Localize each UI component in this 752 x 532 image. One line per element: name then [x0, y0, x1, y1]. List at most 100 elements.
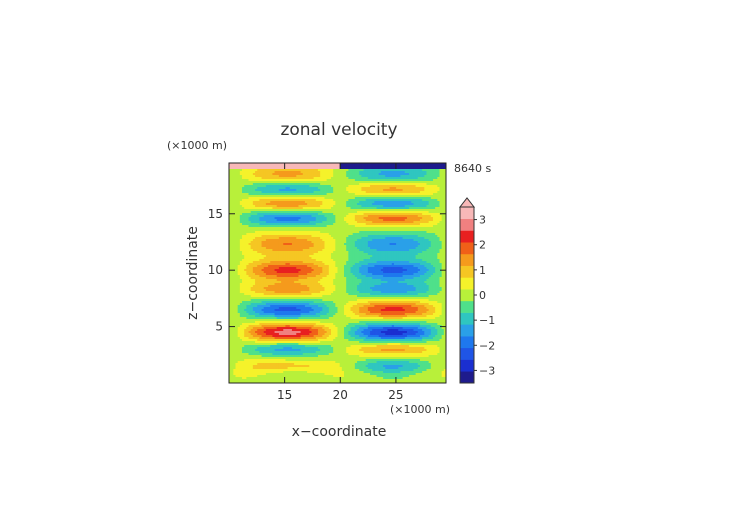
field-cell — [296, 203, 299, 206]
field-cell — [229, 163, 232, 166]
field-cell — [419, 209, 423, 212]
field-cell — [244, 201, 247, 204]
field-cell — [255, 259, 258, 262]
field-cell — [348, 219, 351, 222]
field-cell — [435, 163, 438, 166]
field-cell — [274, 215, 278, 218]
field-cell — [317, 187, 321, 190]
field-cell — [376, 255, 380, 258]
field-cell — [255, 187, 258, 190]
field-cell — [233, 239, 236, 242]
field-cell — [350, 203, 354, 206]
field-cell — [400, 185, 403, 188]
field-cell — [335, 183, 338, 186]
field-cell — [339, 253, 343, 256]
field-cell — [309, 201, 312, 204]
field-cell — [333, 213, 336, 216]
field-cell — [330, 251, 334, 254]
field-cell — [324, 191, 328, 194]
field-cell — [283, 239, 286, 242]
field-cell — [344, 245, 347, 248]
field-cell — [350, 167, 354, 170]
field-cell — [261, 251, 265, 254]
field-cell — [430, 183, 434, 186]
field-cell — [274, 203, 278, 206]
field-cell — [387, 243, 390, 246]
field-cell — [365, 241, 369, 244]
field-cell — [365, 231, 369, 234]
field-cell — [229, 185, 232, 188]
field-cell — [378, 215, 382, 218]
field-cell — [244, 221, 247, 224]
field-cell — [361, 253, 364, 256]
field-cell — [441, 257, 445, 260]
field-cell — [300, 211, 304, 214]
field-cell — [229, 199, 232, 202]
field-cell — [389, 247, 393, 250]
field-cell — [330, 253, 334, 256]
field-cell — [396, 197, 399, 200]
field-cell — [239, 247, 243, 250]
field-cell — [391, 173, 395, 176]
field-cell — [417, 223, 421, 226]
field-cell — [426, 207, 430, 210]
field-cell — [352, 255, 356, 258]
field-cell — [404, 231, 408, 234]
field-cell — [411, 221, 414, 224]
field-cell — [296, 171, 299, 174]
field-cell — [304, 245, 308, 248]
field-cell — [393, 191, 397, 194]
field-cell — [422, 211, 425, 214]
field-cell — [409, 179, 412, 182]
field-cell — [404, 219, 408, 222]
field-cell — [370, 197, 373, 200]
field-cell — [344, 233, 347, 236]
field-cell — [435, 243, 438, 246]
field-cell — [404, 233, 408, 236]
field-cell — [426, 221, 430, 224]
field-cell — [404, 247, 408, 250]
field-cell — [315, 221, 319, 224]
field-cell — [276, 253, 280, 256]
field-cell — [357, 251, 360, 254]
field-cell — [367, 211, 371, 214]
field-cell — [354, 213, 358, 216]
field-cell — [252, 249, 256, 252]
field-cell — [380, 213, 384, 216]
field-cell — [283, 179, 286, 182]
field-cell — [335, 231, 338, 234]
field-cell — [370, 201, 373, 204]
field-cell — [383, 243, 386, 246]
field-cell — [298, 227, 302, 230]
field-cell — [309, 163, 312, 166]
field-cell — [422, 219, 425, 222]
field-cell — [426, 187, 430, 190]
field-cell — [339, 241, 343, 244]
field-cell — [435, 195, 438, 198]
field-cell — [231, 229, 234, 232]
field-cell — [328, 241, 332, 244]
field-cell — [313, 193, 317, 196]
field-cell — [324, 175, 328, 178]
field-cell — [437, 235, 440, 238]
field-cell — [248, 257, 252, 260]
field-cell — [328, 255, 332, 258]
field-cell — [389, 211, 393, 214]
field-cell — [426, 215, 430, 218]
field-cell — [285, 257, 288, 260]
field-cell — [287, 249, 291, 252]
field-cell — [385, 191, 388, 194]
field-cell — [289, 231, 293, 234]
field-cell — [413, 209, 417, 212]
field-cell — [352, 207, 356, 210]
field-cell — [274, 205, 278, 208]
field-cell — [439, 205, 443, 208]
field-cell — [411, 255, 414, 258]
field-cell — [313, 259, 317, 262]
field-cell — [294, 201, 297, 204]
field-cell — [337, 207, 341, 210]
field-cell — [246, 247, 249, 250]
field-cell — [352, 215, 356, 218]
field-cell — [346, 193, 349, 196]
field-cell — [281, 171, 284, 174]
